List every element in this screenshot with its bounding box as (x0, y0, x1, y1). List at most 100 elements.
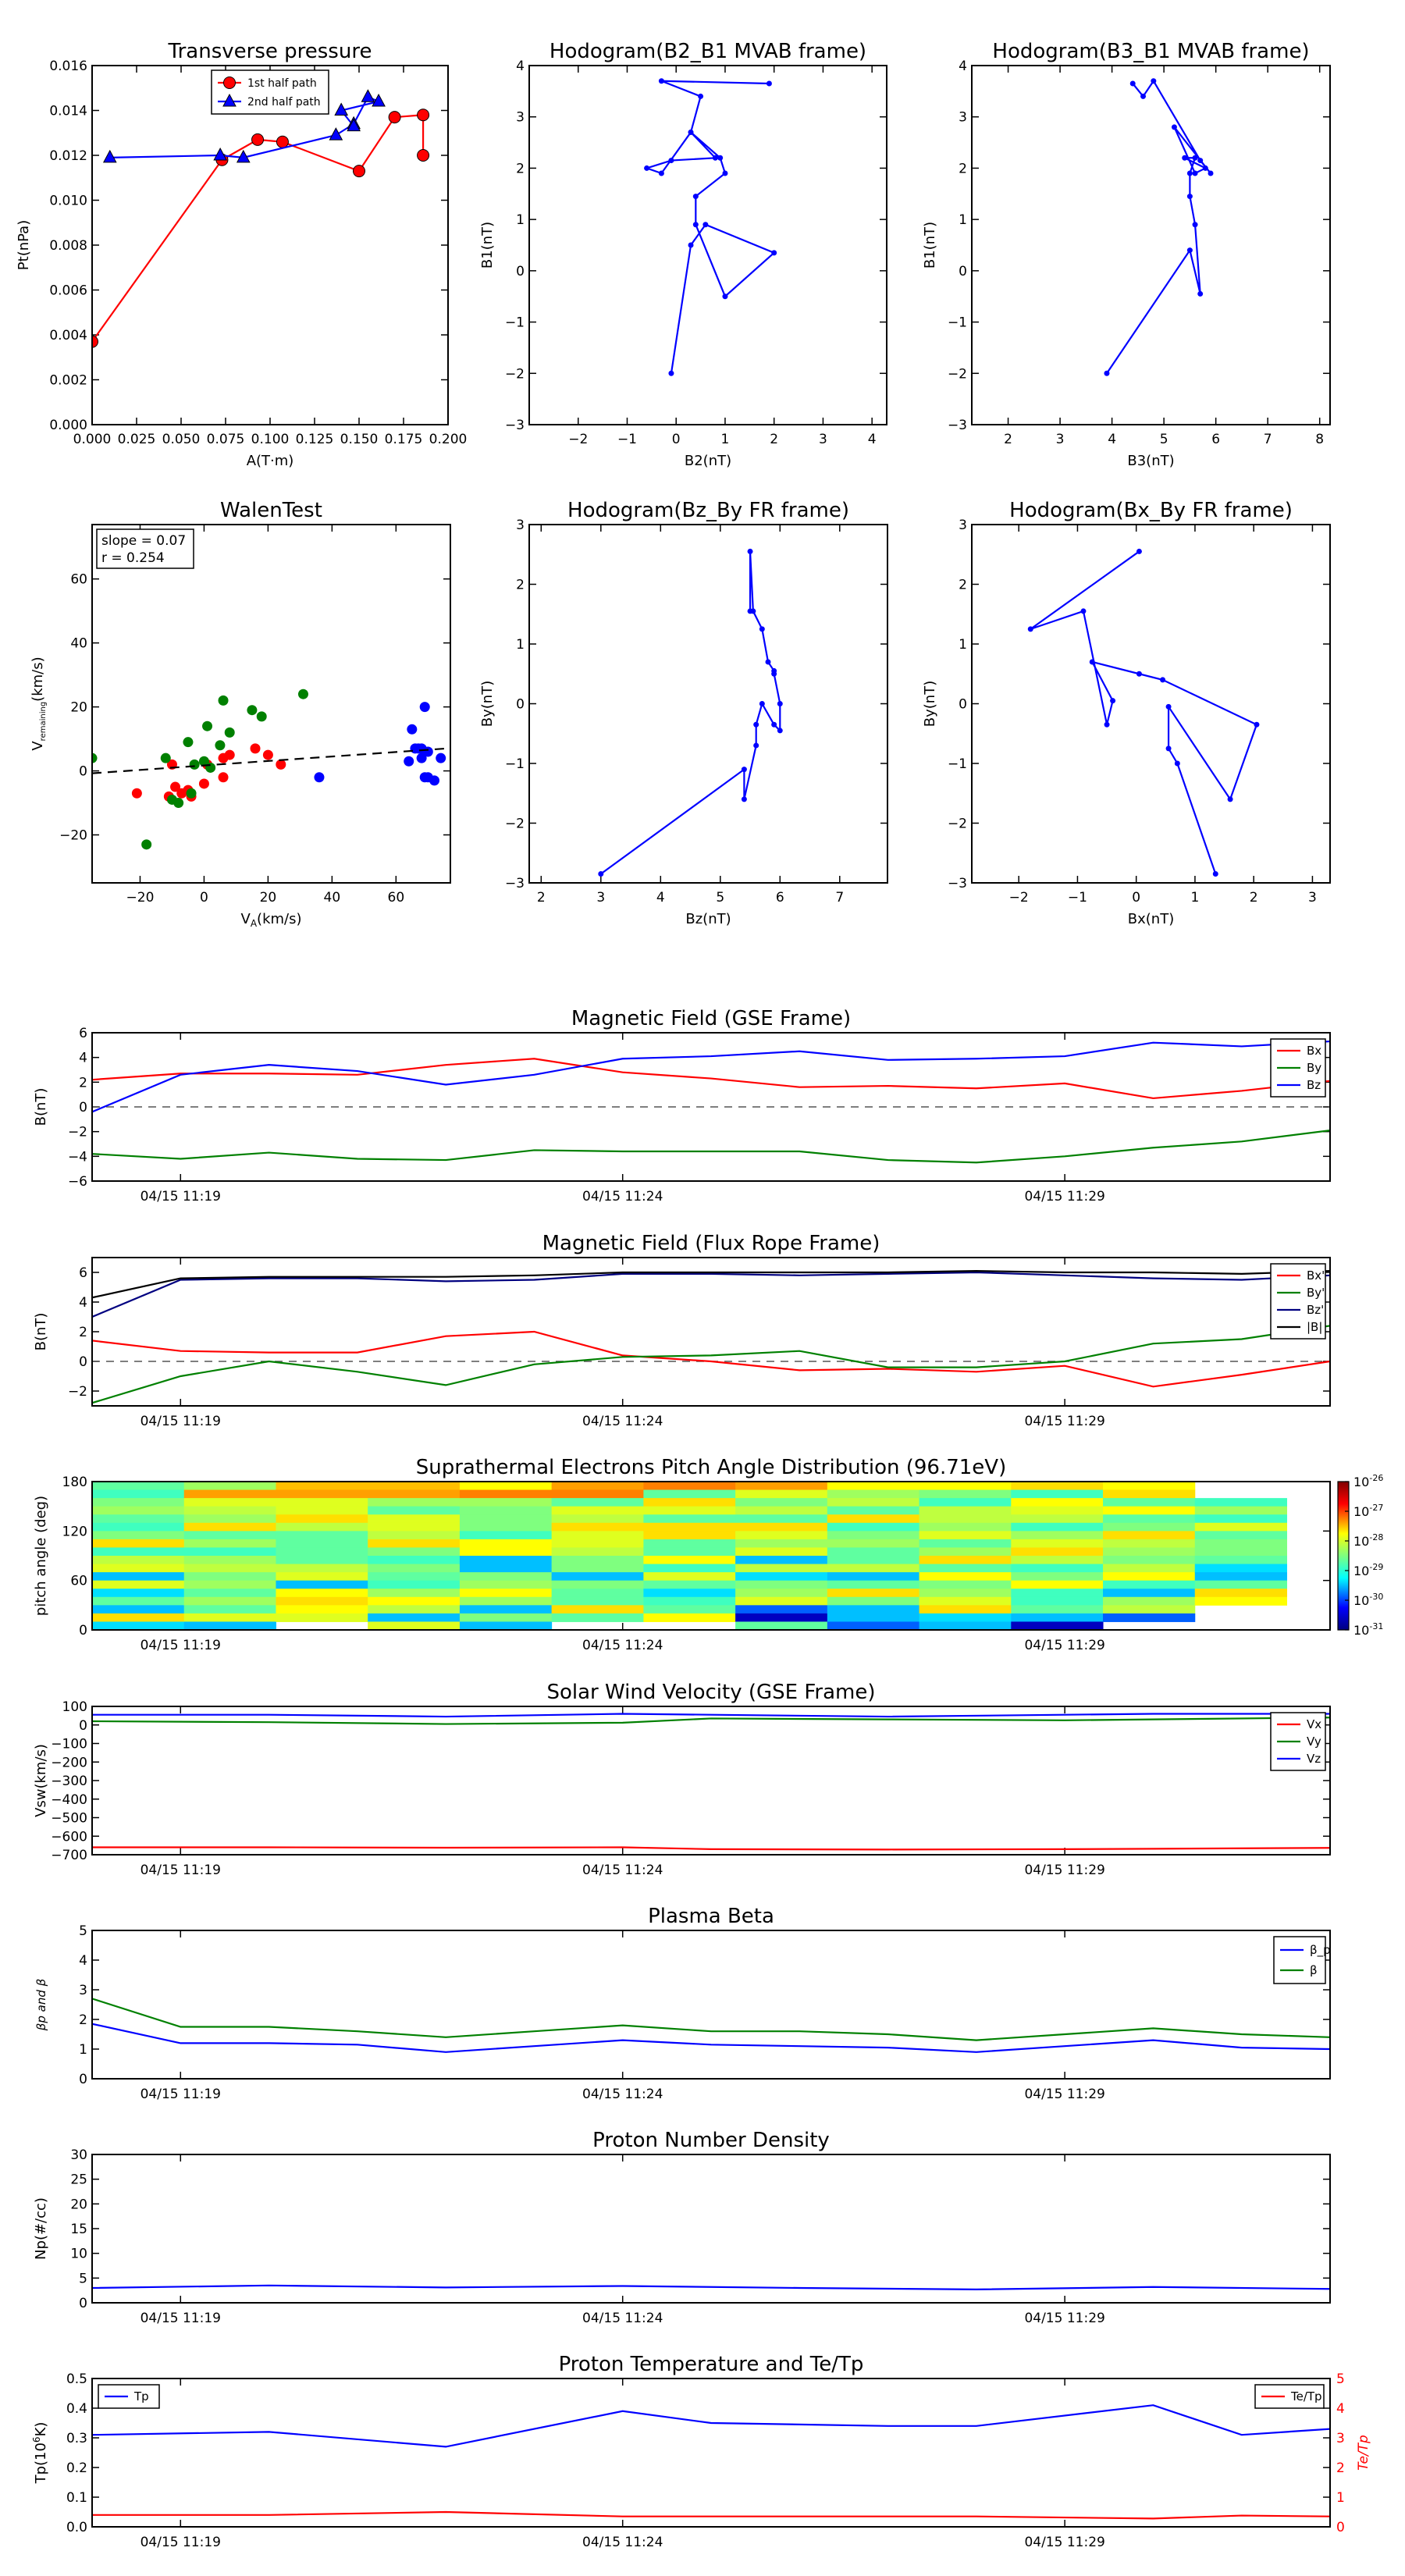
heatmap-cell (919, 1489, 1012, 1499)
chart-title: Hodogram(B3_B1 MVAB frame) (992, 40, 1309, 63)
data-point (1197, 158, 1204, 164)
x-tick-label: 2 (537, 890, 546, 906)
heatmap-cell (919, 1556, 1012, 1565)
heatmap-cell (735, 1498, 828, 1507)
colorbar-label-exp: -29 (1369, 1562, 1383, 1572)
data-point (771, 721, 777, 728)
x-axis-label: VA(km/s) (241, 911, 302, 929)
y-tick-label: 0.010 (49, 194, 87, 209)
y-tick-label: 0.3 (66, 2431, 87, 2446)
y-tick-label: 0 (79, 1354, 87, 1370)
heatmap-cell (276, 1539, 368, 1548)
time-tick-label: 04/15 11:29 (1024, 2087, 1104, 2102)
chart-title: Proton Number Density (592, 2129, 830, 2152)
time-tick-label: 04/15 11:24 (582, 2535, 663, 2550)
x-tick-label: −1 (617, 432, 637, 447)
chart-tmp: Proton Temperature and Te/Tp 0.0 0.1 0.2 0.3… (31, 2353, 1371, 2550)
right-tick-label: 5 (1336, 2371, 1345, 2387)
chart-hfr2: Hodogram(Bx_By FR frame) −3 −2 −1 0 1 2 3 −2 −1 0 1… (922, 499, 1331, 927)
heatmap-cell (459, 1522, 553, 1532)
time-tick-label: 04/15 11:24 (582, 1414, 663, 1429)
legend-box (1273, 1936, 1326, 1984)
scatter-point (170, 781, 181, 792)
heatmap-cell (183, 1605, 276, 1614)
scatter-point (262, 749, 273, 760)
y-tick-label: 0.014 (49, 104, 87, 119)
x-tick-label: 3 (1308, 890, 1317, 906)
colorbar-tick-label: 10-28 (1353, 1532, 1383, 1549)
scatter-point (436, 753, 446, 763)
heatmap-cell (735, 1613, 828, 1622)
x-tick-label: 7 (835, 890, 844, 906)
y-tick-label: 1 (959, 212, 967, 228)
plot-frame (91, 1706, 1331, 1856)
y-tick-label: −700 (51, 1848, 87, 1863)
data-point (1212, 871, 1218, 877)
x-tick-label: 60 (388, 890, 405, 906)
x-tick-label: 0.050 (162, 432, 201, 447)
x-tick-label: 2 (1250, 890, 1258, 906)
plot-frame (91, 1481, 1331, 1631)
heatmap-cell (1011, 1489, 1104, 1499)
heatmap-cell (368, 1621, 461, 1631)
heatmap-cell (459, 1572, 553, 1582)
data-point (417, 109, 430, 122)
time-tick-label: 04/15 11:24 (582, 1189, 663, 1204)
data-point (692, 222, 699, 228)
heatmap-cell (92, 1539, 185, 1548)
x-tick-label: −1 (1068, 890, 1087, 906)
heatmap-cell (735, 1547, 828, 1557)
heatmap-cell (551, 1613, 644, 1622)
y-axis-label: Vsw(km/s) (33, 1744, 49, 1817)
data-point (1186, 247, 1193, 254)
data-point (222, 93, 237, 107)
y-tick-label: 0 (959, 264, 967, 279)
x-axis-label: Bx(nT) (1128, 911, 1174, 927)
scatter-point (419, 702, 430, 713)
colorbar-tick-label: 10-30 (1353, 1592, 1383, 1608)
heatmap-cell (183, 1589, 276, 1598)
data-point (1080, 608, 1087, 614)
y-tick-label: −2 (505, 817, 525, 832)
scatter-point (218, 695, 229, 706)
data-point (771, 667, 777, 674)
right-tick-label: 1 (1336, 2490, 1345, 2506)
y-axis-label: Np(#/cc) (33, 2197, 49, 2260)
heatmap-cell (459, 1589, 553, 1598)
heatmap-cell (92, 1556, 185, 1565)
data-point (1227, 796, 1233, 802)
heatmap-cell (459, 1506, 553, 1515)
legend-label: Bx' (1307, 1268, 1325, 1283)
heatmap-cell (1194, 1514, 1287, 1524)
plot-frame (91, 1930, 1331, 2080)
data-point (1182, 155, 1188, 161)
data-point (388, 111, 401, 124)
series-line (92, 2284, 1330, 2290)
heatmap-cell (1011, 1539, 1104, 1548)
heatmap-cell (827, 1539, 920, 1548)
heatmap-cell (368, 1482, 461, 1491)
data-point (722, 294, 728, 300)
heatmap-cell (459, 1498, 553, 1507)
heatmap-cell (1011, 1506, 1104, 1515)
heatmap-cell (827, 1564, 920, 1573)
series-line (92, 2023, 1330, 2053)
y-tick-label: 1 (516, 212, 525, 228)
heatmap-cell (919, 1605, 1012, 1614)
chart-pad: Suprathermal Electrons Pitch Angle Distr… (33, 1456, 1383, 1653)
chart-title: Suprathermal Electrons Pitch Angle Distr… (416, 1456, 1006, 1479)
y-tick-label: 120 (62, 1524, 87, 1539)
heatmap-cell (643, 1572, 736, 1582)
data-point (92, 335, 98, 348)
y-tick-label: −3 (948, 876, 967, 891)
data-point (771, 250, 777, 256)
y-tick-label: −600 (51, 1829, 87, 1845)
plot-frame (91, 1032, 1331, 1182)
series-line (92, 1040, 1330, 1113)
heatmap-cell (827, 1482, 920, 1491)
heatmap-cell (92, 1531, 185, 1540)
heatmap-cell (919, 1564, 1012, 1573)
heatmap-cell (368, 1613, 461, 1622)
data-point (1192, 170, 1198, 176)
y-tick-label: 0.008 (49, 238, 87, 254)
